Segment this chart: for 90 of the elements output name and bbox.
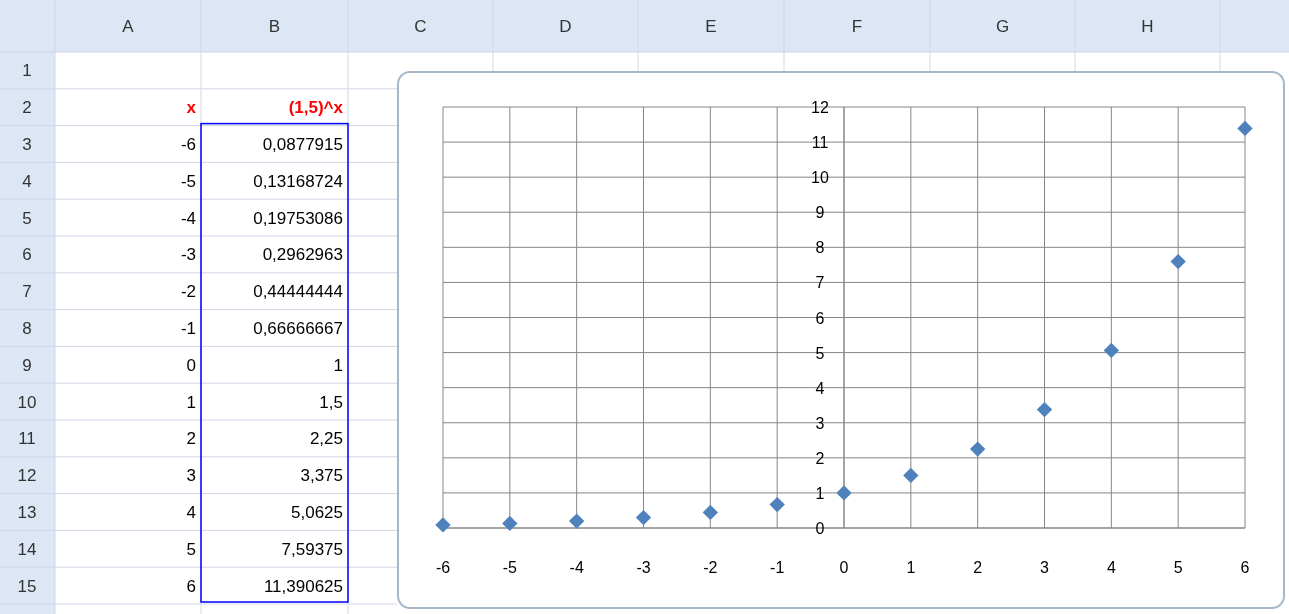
text: 7,59375 — [281, 539, 343, 559]
point — [1170, 253, 1186, 270]
point — [569, 513, 585, 529]
text: 0,19753086 — [253, 208, 343, 228]
x-tick-label: 5 — [1173, 559, 1183, 576]
text: 3 — [22, 135, 32, 154]
text: H — [1141, 17, 1154, 36]
text: 1 — [22, 61, 32, 81]
text: A — [122, 17, 135, 36]
text: 14 — [17, 539, 37, 559]
text: 12 — [17, 466, 37, 486]
x-tick-label: -6 — [435, 559, 451, 576]
x-tick-label: 2 — [973, 559, 983, 576]
text: 0,13168724 — [253, 171, 343, 191]
text: 10 — [17, 392, 37, 412]
text: -4 — [180, 208, 196, 228]
y-tick-label: 1 — [815, 484, 825, 502]
x-tick-label: -2 — [703, 559, 718, 576]
y-tick-label: 3 — [815, 414, 825, 432]
text: 0,2962963 — [262, 245, 343, 265]
y-tick-label: 9 — [815, 204, 825, 222]
text: 3,375 — [300, 466, 343, 486]
text: -2 — [180, 282, 196, 302]
text: G — [995, 17, 1010, 36]
point — [502, 515, 518, 532]
y-tick-label: 2 — [815, 449, 825, 467]
point — [635, 509, 652, 526]
y-tick-label: 5 — [815, 344, 825, 362]
text: 4 — [186, 503, 196, 522]
point — [702, 504, 718, 521]
x-tick-label: -5 — [502, 559, 518, 576]
y-tick-label: 8 — [815, 239, 825, 257]
text: -5 — [180, 171, 196, 191]
text: 5 — [22, 208, 32, 228]
x-tick-label: -1 — [770, 559, 785, 576]
x-tick-label: 3 — [1040, 559, 1050, 576]
text: 4 — [22, 171, 32, 191]
text: 0,0877915 — [262, 135, 343, 154]
text: -6 — [180, 135, 196, 154]
point — [1103, 342, 1119, 359]
text: 0,66666667 — [253, 319, 343, 338]
text: 1,5 — [319, 392, 343, 412]
x-tick-label: 1 — [906, 559, 916, 576]
x-tick-label: -3 — [636, 559, 651, 576]
text: 0 — [186, 355, 196, 375]
text: -1 — [180, 319, 196, 338]
text: (1,5)^x — [288, 98, 344, 118]
text: 6 — [22, 245, 32, 265]
y-tick-label: 7 — [815, 274, 825, 292]
text: x — [186, 98, 197, 118]
text: 0,44444444 — [253, 282, 343, 302]
text: 3 — [186, 466, 196, 486]
text: 1 — [186, 392, 196, 412]
text: -3 — [180, 245, 196, 265]
text: 8 — [22, 319, 32, 338]
y-tick-label: 6 — [815, 309, 825, 327]
x-tick-label: 4 — [1106, 559, 1116, 576]
text: 9 — [22, 355, 32, 375]
text: 2 — [186, 429, 196, 449]
text: 15 — [17, 576, 37, 596]
text: E — [705, 17, 717, 36]
text: 6 — [186, 576, 196, 596]
point — [769, 496, 785, 513]
text: 2 — [22, 98, 32, 118]
text: 5 — [186, 539, 196, 559]
y-tick-label: 4 — [815, 379, 825, 397]
point — [1036, 401, 1053, 418]
y-tick-label: 0 — [815, 520, 825, 537]
point — [970, 441, 986, 457]
point — [903, 467, 919, 484]
text: 2,25 — [309, 429, 343, 449]
x-tick-label: 6 — [1240, 559, 1250, 576]
y-tick-label: 10 — [811, 169, 829, 187]
text: 1 — [333, 355, 343, 375]
x-tick-label: -4 — [569, 559, 584, 576]
y-tick-label: 11 — [811, 134, 829, 152]
point — [1237, 120, 1253, 137]
point — [836, 485, 852, 501]
text: 7 — [22, 282, 32, 302]
text: B — [268, 17, 281, 36]
text: 13 — [17, 503, 37, 522]
y-tick-label: 12 — [811, 99, 829, 116]
text: F — [851, 17, 863, 36]
text: 5,0625 — [291, 503, 343, 522]
text: D — [559, 17, 572, 36]
text: C — [414, 17, 427, 36]
text: 11,390625 — [263, 576, 343, 596]
text: 11 — [18, 429, 36, 449]
x-tick-label: 0 — [839, 559, 849, 576]
point — [435, 517, 451, 533]
